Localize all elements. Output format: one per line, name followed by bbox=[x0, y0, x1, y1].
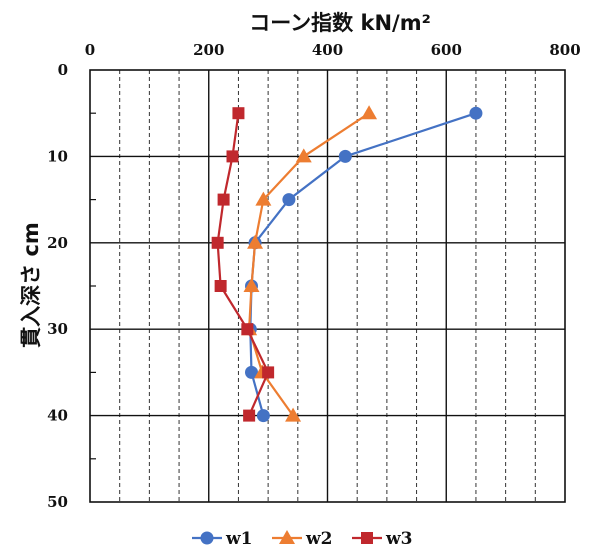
data-point bbox=[247, 234, 264, 249]
series-line bbox=[249, 112, 477, 416]
legend-marker bbox=[279, 530, 295, 544]
data-point bbox=[214, 280, 227, 292]
data-point bbox=[282, 193, 296, 207]
plot-frame bbox=[89, 69, 566, 503]
legend-item-w2: w2 bbox=[272, 529, 332, 549]
legend-item-w1: w1 bbox=[192, 529, 252, 549]
series-line bbox=[248, 112, 370, 417]
data-point bbox=[361, 105, 378, 120]
data-series bbox=[211, 105, 483, 423]
x-axis-title: コーン指数 kN/m² bbox=[249, 11, 431, 35]
data-point bbox=[243, 278, 260, 292]
y-tick-label: 50 bbox=[47, 493, 68, 511]
data-point bbox=[232, 107, 245, 120]
plot-grid bbox=[89, 69, 566, 503]
series-w3 bbox=[211, 107, 275, 422]
y-tick-label: 0 bbox=[58, 61, 68, 79]
y-tick-label: 30 bbox=[47, 320, 68, 338]
data-point bbox=[217, 193, 230, 206]
y-tick-label: 20 bbox=[47, 234, 68, 252]
legend-label: w2 bbox=[305, 529, 332, 549]
legend: w1 w2 w3 bbox=[192, 529, 412, 549]
legend-marker bbox=[200, 531, 214, 545]
x-tick-label: 400 bbox=[312, 41, 343, 59]
data-point bbox=[469, 106, 483, 120]
tick-labels: 0 200 400 600 800 0 10 20 30 40 50 bbox=[47, 41, 581, 511]
data-point bbox=[245, 365, 258, 379]
x-tick-label: 0 bbox=[85, 41, 95, 59]
legend-item-w3: w3 bbox=[352, 529, 412, 549]
data-point bbox=[226, 150, 239, 163]
x-tick-label: 600 bbox=[431, 41, 462, 59]
legend-marker bbox=[361, 532, 373, 544]
x-tick-label: 200 bbox=[193, 41, 224, 59]
data-point bbox=[255, 191, 272, 206]
data-point bbox=[285, 407, 302, 422]
y-tick-label: 10 bbox=[47, 147, 68, 165]
data-point bbox=[295, 148, 312, 163]
data-point bbox=[211, 236, 224, 249]
legend-label: w1 bbox=[225, 529, 252, 549]
data-point bbox=[243, 409, 256, 422]
data-point bbox=[241, 323, 254, 336]
y-tick-label: 40 bbox=[47, 407, 68, 425]
data-point bbox=[338, 149, 352, 163]
data-point bbox=[262, 366, 275, 379]
legend-label: w3 bbox=[385, 529, 412, 549]
series-line bbox=[216, 113, 270, 417]
series-w2 bbox=[241, 105, 378, 422]
data-point bbox=[256, 409, 270, 423]
x-tick-label: 800 bbox=[549, 41, 580, 59]
y-axis-title: 貫入深さ cm bbox=[19, 222, 43, 348]
